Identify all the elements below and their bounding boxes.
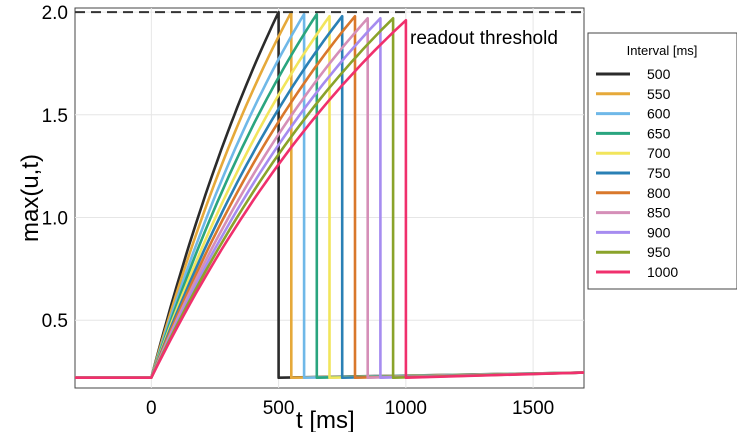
legend-title: Interval [ms] (627, 43, 698, 58)
series-line-550 (75, 10, 585, 379)
legend-label-850: 850 (647, 205, 671, 221)
series-line-650 (75, 12, 585, 379)
legend-label-750: 750 (647, 165, 671, 181)
x-tick-label: 500 (263, 398, 295, 419)
series-line-600 (75, 12, 585, 379)
y-tick-label: 1.5 (42, 106, 68, 127)
x-axis-label: t [ms] (296, 407, 355, 432)
x-tick-label: 1000 (385, 398, 427, 419)
y-tick-label: 1.0 (42, 209, 68, 230)
x-tick-label: 1500 (512, 398, 554, 419)
x-tick-label: 0 (146, 398, 157, 419)
x-tick-labels: 0 500 1000 1500 (146, 398, 554, 419)
legend-label-700: 700 (647, 145, 671, 161)
legend-label-600: 600 (647, 106, 671, 122)
legend-label-650: 650 (647, 125, 671, 141)
series-line-1000 (75, 19, 585, 379)
series-line-800 (75, 14, 585, 379)
legend: Interval [ms] 500 550 600 650 700 750 800 850 90… (587, 32, 737, 290)
y-axis-label: max(u,t) (17, 154, 44, 242)
legend-label-550: 550 (647, 86, 671, 102)
legend-label-800: 800 (647, 185, 671, 201)
series-line-700 (75, 14, 585, 379)
legend-box (587, 32, 737, 290)
y-tick-label: 2.0 (42, 3, 68, 24)
series-line-500 (75, 10, 585, 379)
y-tick-label: 0.5 (42, 311, 68, 332)
threshold-label: readout threshold (410, 28, 558, 49)
series-line-850 (75, 17, 585, 379)
series-line-950 (75, 17, 585, 379)
y-tick-labels: 0.5 1.0 1.5 2.0 (42, 3, 68, 332)
legend-items: 500 550 600 650 700 750 800 850 900 950 1000 (596, 66, 678, 280)
series-layer (75, 10, 585, 379)
series-line-750 (75, 14, 585, 379)
series-line-900 (75, 17, 585, 379)
legend-label-950: 950 (647, 244, 671, 260)
legend-label-500: 500 (647, 66, 671, 82)
legend-label-1000: 1000 (647, 264, 678, 280)
legend-label-900: 900 (647, 224, 671, 240)
